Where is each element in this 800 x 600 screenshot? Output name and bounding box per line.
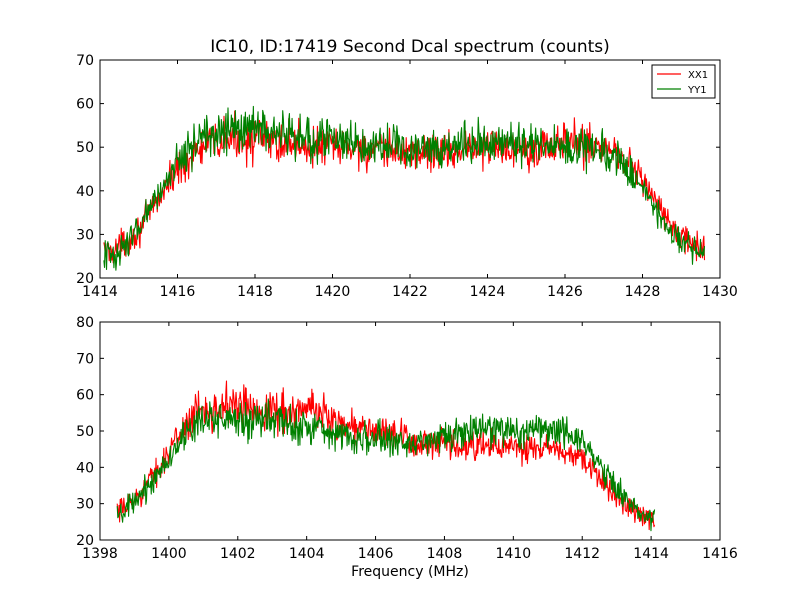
top-y-tick-label: 70 (76, 53, 94, 69)
bottom-x-tick-label: 1416 (702, 546, 738, 562)
chart-title: IC10, ID:17419 Second Dcal spectrum (cou… (210, 37, 610, 57)
bottom-y-tick-label: 80 (76, 315, 94, 331)
bottom-series-xx1-line (116, 380, 656, 531)
top-series-yy1-line (103, 105, 706, 271)
legend-label-xx1: XX1 (688, 70, 708, 81)
bottom-x-tick-label: 1400 (151, 546, 187, 562)
bottom-x-tick-label: 1410 (496, 546, 532, 562)
legend-label-yy1: YY1 (687, 85, 707, 96)
bottom-x-tick-label: 1414 (633, 546, 669, 562)
top-x-tick-label: 1422 (392, 284, 428, 300)
top-x-tick-label: 1418 (237, 284, 273, 300)
top-y-tick-label: 30 (76, 227, 94, 243)
top-y-tick-label: 60 (76, 97, 94, 113)
bottom-y-tick-label: 40 (76, 460, 94, 476)
top-x-tick-label: 1414 (82, 284, 118, 300)
top-y-tick-label: 40 (76, 184, 94, 200)
top-x-tick-label: 1430 (702, 284, 738, 300)
bottom-x-tick-label: 1404 (289, 546, 325, 562)
bottom-y-tick-label: 60 (76, 388, 94, 404)
bottom-series-yy1-line (116, 398, 656, 532)
bottom-panel: 1398 1400 1402 1404 1406 1408 1410 1412 1414 1416… (76, 315, 738, 580)
top-x-tick-label: 1428 (625, 284, 661, 300)
bottom-axis-ticks: 1398 1400 1402 1404 1406 1408 1410 1412 1414 1416… (76, 315, 738, 562)
top-y-tick-label: 50 (76, 140, 94, 156)
bottom-plot-area (116, 380, 656, 532)
bottom-x-tick-label: 1398 (82, 546, 118, 562)
bottom-y-tick-label: 50 (76, 424, 94, 440)
x-axis-label: Frequency (MHz) (351, 564, 469, 580)
bottom-x-tick-label: 1406 (358, 546, 394, 562)
bottom-y-tick-label: 70 (76, 351, 94, 367)
legend-box (651, 64, 716, 99)
top-y-tick-label: 20 (76, 271, 94, 287)
top-x-tick-label: 1420 (315, 284, 351, 300)
top-plot-area (103, 105, 706, 271)
top-x-tick-label: 1426 (547, 284, 583, 300)
bottom-x-tick-label: 1412 (564, 546, 600, 562)
bottom-x-tick-label: 1408 (427, 546, 463, 562)
top-axis-ticks: 1414 1416 1418 1420 1422 1424 1426 1428 1430 20 30… (76, 53, 738, 300)
top-panel: IC10, ID:17419 Second Dcal spectrum (cou… (76, 37, 738, 300)
top-x-tick-label: 1416 (160, 284, 196, 300)
bottom-y-tick-label: 30 (76, 497, 94, 513)
bottom-x-tick-label: 1402 (220, 546, 256, 562)
legend: XX1 YY1 (651, 64, 716, 99)
bottom-y-tick-label: 20 (76, 533, 94, 549)
top-x-tick-label: 1424 (470, 284, 506, 300)
